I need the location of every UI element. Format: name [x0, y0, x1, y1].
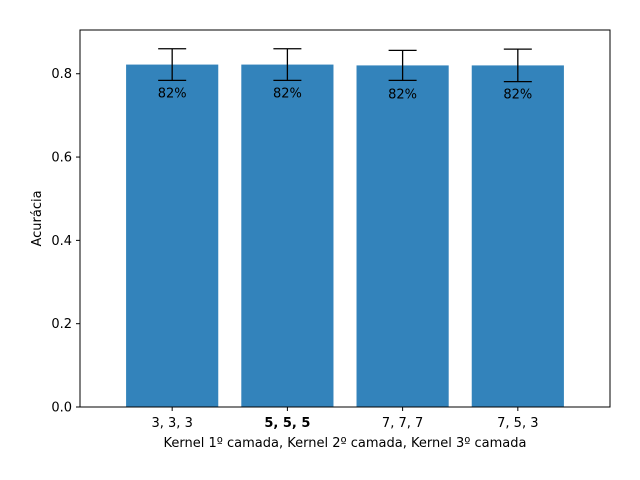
x-axis: 3, 3, 3 5, 5, 5 7, 7, 7 7, 5, 3 — [152, 407, 538, 431]
data-label-3: 82% — [388, 87, 417, 102]
error-bar-4 — [503, 48, 532, 83]
bar-4 — [471, 65, 564, 407]
bars-layer — [126, 64, 564, 408]
error-bar-2 — [273, 48, 302, 82]
y-tick-label-3: 0.4 — [51, 234, 72, 249]
bar-2 — [241, 64, 334, 408]
x-tick-label-2: 5, 5, 5 — [264, 416, 310, 431]
plot-frame — [79, 29, 611, 408]
data-label-2: 82% — [273, 87, 302, 102]
y-tick-label-5: 0.8 — [51, 67, 72, 82]
x-tick-label-3: 7, 7, 7 — [382, 416, 423, 431]
y-axis-label: Acurácia — [30, 190, 45, 246]
y-axis: 0.0 0.2 0.4 0.6 0.8 — [51, 67, 80, 416]
data-label-4: 82% — [503, 87, 532, 102]
data-labels-layer: 82% 82% 82% 82% — [158, 87, 533, 103]
bar-3 — [356, 65, 449, 407]
error-bar-3 — [388, 49, 417, 82]
x-tick-label-4: 7, 5, 3 — [497, 416, 538, 431]
y-tick-label-4: 0.6 — [51, 151, 72, 166]
y-tick-label-1: 0.0 — [51, 401, 72, 416]
data-label-1: 82% — [158, 87, 187, 102]
bar-1 — [126, 64, 219, 408]
x-tick-label-1: 3, 3, 3 — [152, 416, 193, 431]
error-bars-layer — [158, 48, 532, 83]
error-bar-1 — [158, 48, 187, 82]
y-tick-label-2: 0.2 — [51, 317, 72, 332]
x-axis-label: Kernel 1º camada, Kernel 2º camada, Kern… — [164, 436, 527, 451]
